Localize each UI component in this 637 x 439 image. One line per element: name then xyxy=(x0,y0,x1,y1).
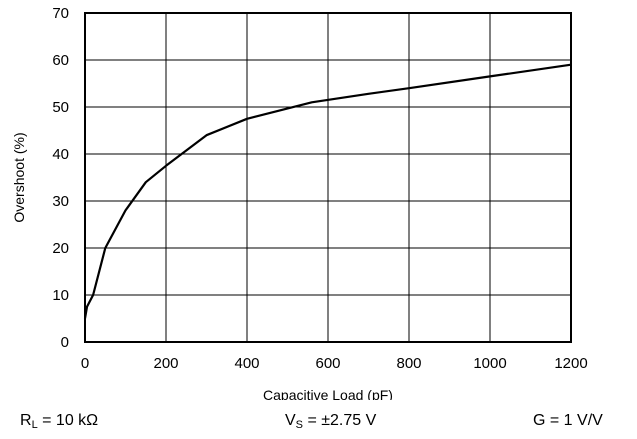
y-tick-label: 0 xyxy=(61,334,69,351)
y-tick-label: 30 xyxy=(52,193,69,210)
x-tick-label: 200 xyxy=(153,355,178,372)
y-tick-label: 20 xyxy=(52,240,69,257)
series-group xyxy=(83,63,572,319)
y-tick-label: 60 xyxy=(52,52,69,69)
x-tick-label: 0 xyxy=(81,355,89,372)
x-tick-label: 1000 xyxy=(473,355,506,372)
x-tick-label: 1200 xyxy=(554,355,587,372)
x-axis-label: Capacitive Load (pF) xyxy=(263,387,393,400)
x-tick-labels: 0 200 400 600 800 1000 1200 xyxy=(81,355,588,372)
x-tick-label: 600 xyxy=(315,355,340,372)
load-resistance-condition: RL = 10 kΩ xyxy=(20,412,99,431)
overshoot-vs-capacitive-load-chart: 0 200 400 600 800 1000 1200 0 10 20 30 40 50 60 70 Ca… xyxy=(11,5,588,400)
y-tick-label: 10 xyxy=(52,287,69,304)
gain-condition: G = 1 V/V xyxy=(533,412,603,429)
plot-frame xyxy=(84,12,572,343)
grid-lines xyxy=(85,13,571,342)
y-tick-label: 50 xyxy=(52,99,69,116)
y-tick-label: 40 xyxy=(52,146,69,163)
supply-voltage-condition: VS = ±2.75 V xyxy=(285,412,377,431)
y-tick-labels: 0 10 20 30 40 50 60 70 xyxy=(52,5,69,351)
x-tick-label: 800 xyxy=(396,355,421,372)
overshoot-series-line xyxy=(83,63,572,319)
x-tick-label: 400 xyxy=(234,355,259,372)
y-tick-label: 70 xyxy=(52,5,69,22)
y-axis-label: Overshoot (%) xyxy=(11,132,27,222)
